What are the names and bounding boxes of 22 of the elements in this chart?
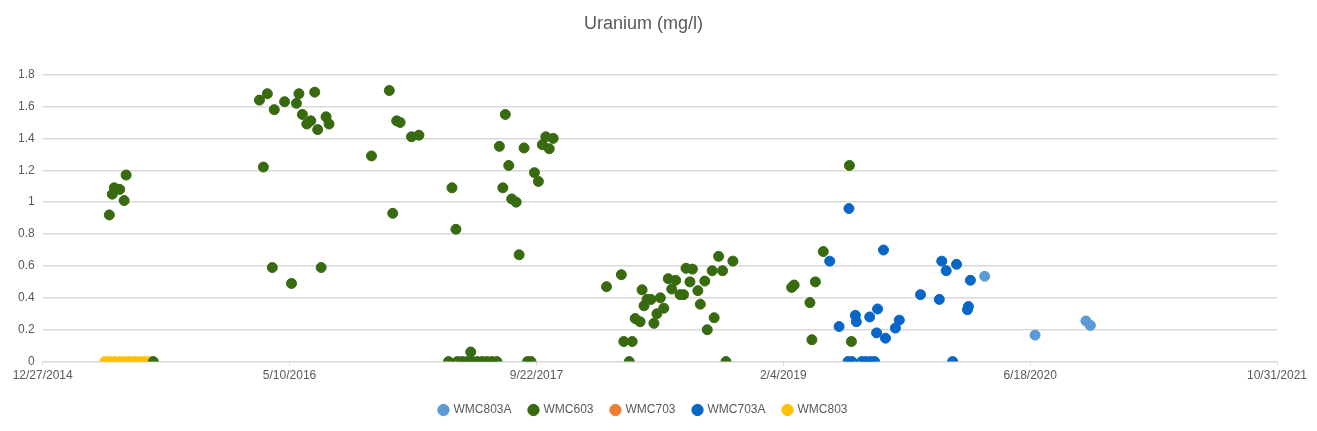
x-tick-label: 12/27/2014 xyxy=(12,368,74,383)
x-tick-label: 5/10/2016 xyxy=(262,368,317,383)
y-tick-label: 1.4 xyxy=(17,130,35,145)
legend-label: WMC803 xyxy=(797,402,848,417)
legend-label: WMC703A xyxy=(707,402,766,417)
y-tick-label: 1.6 xyxy=(17,98,35,113)
legend-label: WMC603 xyxy=(543,402,594,417)
y-tick-label: 0.4 xyxy=(17,290,35,305)
x-tick-label: 9/22/2017 xyxy=(509,368,564,383)
chart-title: Uranium (mg/l) xyxy=(583,12,704,33)
y-tick-label: 0.8 xyxy=(17,226,35,241)
x-tick-label: 10/31/2021 xyxy=(1246,368,1308,383)
legend-label: WMC703 xyxy=(625,402,676,417)
y-tick-label: 1.8 xyxy=(17,66,35,81)
y-tick-label: 0.6 xyxy=(17,258,35,273)
y-tick-label: 0 xyxy=(27,353,35,368)
x-tick-label: 2/4/2019 xyxy=(759,368,807,383)
y-tick-label: 0.2 xyxy=(17,322,35,337)
y-tick-label: 1 xyxy=(27,194,35,209)
x-tick-label: 6/18/2020 xyxy=(1003,368,1058,383)
y-tick-label: 1.2 xyxy=(17,162,35,177)
legend-label: WMC803A xyxy=(453,402,512,417)
